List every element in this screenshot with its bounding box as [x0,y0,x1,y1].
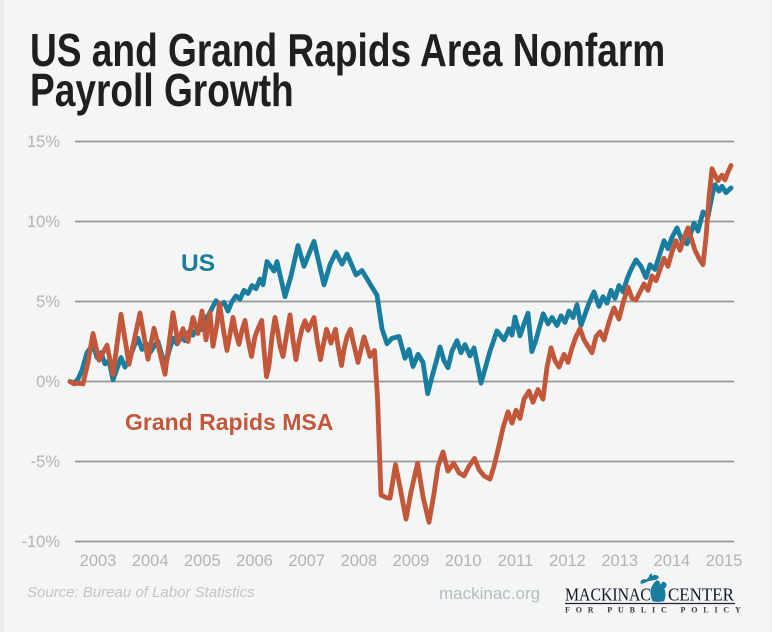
svg-text:0%: 0% [36,373,60,391]
svg-text:2015: 2015 [706,552,743,570]
svg-text:10%: 10% [27,213,60,231]
svg-text:2009: 2009 [393,552,430,570]
svg-text:2013: 2013 [601,552,638,570]
svg-text:-10%: -10% [21,533,60,551]
svg-text:2004: 2004 [132,552,169,570]
svg-text:2007: 2007 [288,552,325,570]
svg-text:2006: 2006 [236,552,273,570]
svg-text:2005: 2005 [184,552,221,570]
svg-text:2012: 2012 [549,552,586,570]
svg-text:MACKINAC: MACKINAC [565,585,651,605]
svg-text:15%: 15% [27,133,60,151]
svg-text:2003: 2003 [80,552,117,570]
svg-text:2008: 2008 [341,552,378,570]
svg-text:2010: 2010 [445,552,482,570]
svg-text:CENTER: CENTER [668,584,734,605]
svg-text:-5%: -5% [31,453,61,471]
svg-text:5%: 5% [36,293,60,311]
svg-text:2011: 2011 [498,552,533,570]
svg-text:FOR PUBLIC POLICY: FOR PUBLIC POLICY [565,606,745,615]
svg-text:2014: 2014 [654,552,691,570]
